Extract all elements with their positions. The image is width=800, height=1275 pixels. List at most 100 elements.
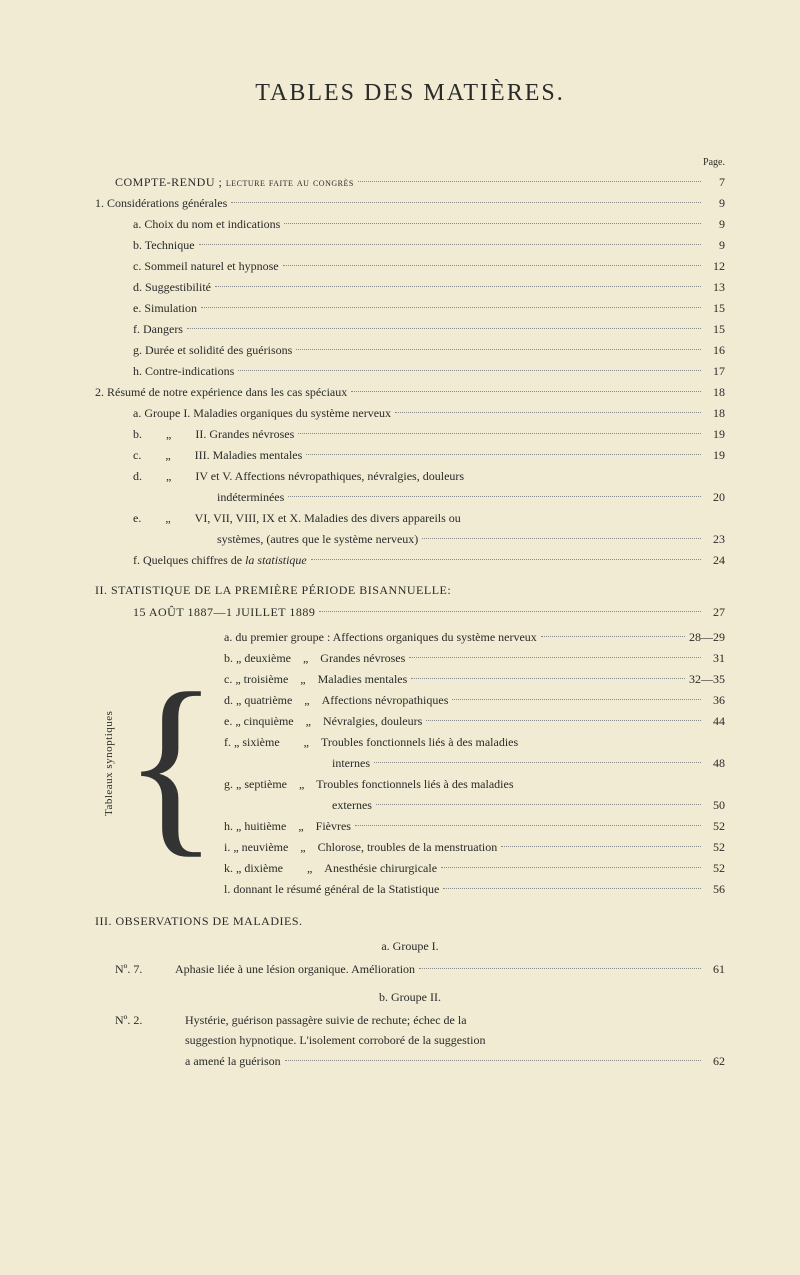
toc-entry: f. Quelques chiffres de la statistique24 xyxy=(95,550,725,571)
toc-entry: e. „ cinquième „ Névralgies, douleurs 44 xyxy=(224,711,725,732)
toc-entry: c. „ troisième „ Maladies mentales32—35 xyxy=(224,669,725,690)
toc-entry: d. „ quatrième „ Affections névropathiqu… xyxy=(224,690,725,711)
toc-entry: c. „ III. Maladies mentales 19 xyxy=(95,445,725,466)
obs-text: Hystérie, guérison passagère suivie de r… xyxy=(185,1010,725,1071)
toc-entry: d. Suggestibilité13 xyxy=(95,277,725,298)
toc-entry: f. „ sixième „ Troubles fonctionnels lié… xyxy=(224,732,725,753)
entry-label: f. „ sixième „ Troubles fonctionnels lié… xyxy=(224,732,518,753)
entry-label: a. Choix du nom et indications xyxy=(133,214,280,235)
leader-dots xyxy=(541,636,685,637)
entry-page: 44 xyxy=(705,711,725,732)
entry-label: k. „ dixième „ Anesthésie chirurgicale xyxy=(224,858,437,879)
obs-last-line: a amené la guérison 62 xyxy=(185,1051,725,1071)
leader-dots xyxy=(288,496,701,497)
obs-line: Hystérie, guérison passagère suivie de r… xyxy=(185,1010,725,1030)
toc-entry: c. Sommeil naturel et hypnose12 xyxy=(95,256,725,277)
entry-label: internes xyxy=(224,753,370,774)
entry-label: d. „ quatrième „ Affections névropathiqu… xyxy=(224,690,448,711)
entry-label: i. „ neuvième „ Chlorose, troubles de la… xyxy=(224,837,497,858)
entry-page: 9 xyxy=(705,214,725,235)
leader-dots xyxy=(283,265,701,266)
leader-dots xyxy=(351,391,701,392)
toc-entry: i. „ neuvième „ Chlorose, troubles de la… xyxy=(224,837,725,858)
leader-dots xyxy=(311,559,701,560)
group-heading: b. Groupe II. xyxy=(95,990,725,1005)
obs-num: Nº. 2. xyxy=(115,1010,185,1030)
entry-page: 52 xyxy=(705,837,725,858)
brace-section: Tableaux synoptiques { a. du premier gro… xyxy=(95,627,725,900)
entry-page: 9 xyxy=(705,193,725,214)
entry-label: g. Durée et solidité des guérisons xyxy=(133,340,292,361)
leader-dots xyxy=(199,244,701,245)
leader-dots xyxy=(231,202,701,203)
leader-dots xyxy=(355,825,701,826)
toc-entry: b. „ II. Grandes névroses 19 xyxy=(95,424,725,445)
leader-dots xyxy=(426,720,701,721)
entry-label: c. „ III. Maladies mentales xyxy=(133,445,302,466)
entry-label: e. „ cinquième „ Névralgies, douleurs xyxy=(224,711,422,732)
entry-page: 31 xyxy=(705,648,725,669)
brace-symbol: { xyxy=(123,674,219,854)
entry-page: 36 xyxy=(705,690,725,711)
entry-page: 17 xyxy=(705,361,725,382)
entry-page: 56 xyxy=(705,879,725,900)
entry-label: b. „ II. Grandes névroses xyxy=(133,424,294,445)
entry-page: 48 xyxy=(705,753,725,774)
entry-page: 20 xyxy=(705,487,725,508)
toc-entry: l. donnant le résumé général de la Stati… xyxy=(224,879,725,900)
entry-page: 62 xyxy=(705,1051,725,1071)
entry-page: 7 xyxy=(705,172,725,193)
entry-page: 19 xyxy=(705,445,725,466)
toc-heading: 2. Résumé de notre expérience dans les c… xyxy=(95,382,725,403)
obs-entry: Nº. 7. Aphasie liée à une lésion organiq… xyxy=(95,959,725,980)
toc-entry: 15 AOÛT 1887—1 JUILLET 1889 27 xyxy=(95,602,725,623)
entry-page: 18 xyxy=(705,382,725,403)
toc-entry: g. Durée et solidité des guérisons 16 xyxy=(95,340,725,361)
obs-line-text: a amené la guérison xyxy=(185,1051,281,1071)
leader-dots xyxy=(409,657,701,658)
toc-entry: k. „ dixième „ Anesthésie chirurgicale52 xyxy=(224,858,725,879)
leader-dots xyxy=(395,412,701,413)
leader-dots xyxy=(411,678,685,679)
section-heading: III. OBSERVATIONS DE MALADIES. xyxy=(95,914,725,929)
entry-label: h. „ huitième „ Fièvres xyxy=(224,816,351,837)
toc-entry: b. Technique9 xyxy=(95,235,725,256)
toc-entry: h. Contre-indications17 xyxy=(95,361,725,382)
leader-dots xyxy=(501,846,701,847)
group-heading: a. Groupe I. xyxy=(95,939,725,954)
leader-dots xyxy=(319,611,701,612)
entry-page: 24 xyxy=(705,550,725,571)
toc-entry: b. „ deuxième „ Grandes névroses31 xyxy=(224,648,725,669)
entry-page: 16 xyxy=(705,340,725,361)
leader-dots xyxy=(443,888,701,889)
toc-entry: e. Simulation15 xyxy=(95,298,725,319)
entry-label: l. donnant le résumé général de la Stati… xyxy=(224,879,439,900)
entry-label: externes xyxy=(224,795,372,816)
entry-page: 52 xyxy=(705,816,725,837)
toc-entry: f. Dangers15 xyxy=(95,319,725,340)
obs-text: Aphasie liée à une lésion organique. Amé… xyxy=(175,959,415,980)
entry-label: indéterminées xyxy=(133,487,284,508)
toc-entry: COMPTE-RENDU ; lecture faite au congrès … xyxy=(95,172,725,193)
entry-page: 32—35 xyxy=(689,669,725,690)
toc-entry: e. „ VI, VII, VIII, IX et X. Maladies de… xyxy=(95,508,725,529)
leader-dots xyxy=(296,349,701,350)
entry-label: 1. Considérations générales xyxy=(95,193,227,214)
entry-page: 27 xyxy=(705,602,725,623)
entry-label: f. Dangers xyxy=(133,319,183,340)
entry-page: 15 xyxy=(705,298,725,319)
leader-dots xyxy=(422,538,701,539)
leader-dots xyxy=(419,968,701,969)
entry-label: d. Suggestibilité xyxy=(133,277,211,298)
entry-page: 50 xyxy=(705,795,725,816)
entry-page: 19 xyxy=(705,424,725,445)
entry-label: g. „ septième „ Troubles fonctionnels li… xyxy=(224,774,514,795)
leader-dots xyxy=(187,328,701,329)
entry-label: b. Technique xyxy=(133,235,195,256)
leader-dots xyxy=(376,804,701,805)
entry-page: 28—29 xyxy=(689,627,725,648)
entry-page: 23 xyxy=(705,529,725,550)
toc-entry: internes 48 xyxy=(224,753,725,774)
entry-label: d. „ IV et V. Affections névropathiques,… xyxy=(133,466,464,487)
leader-dots xyxy=(441,867,701,868)
